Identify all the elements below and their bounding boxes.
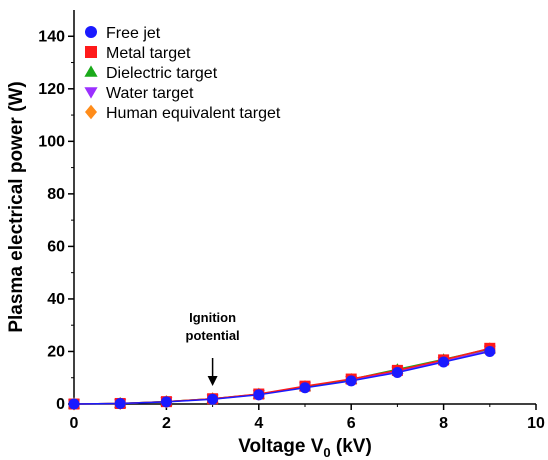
series-line — [73, 350, 490, 405]
data-point — [484, 345, 496, 357]
data-point — [253, 389, 265, 401]
data-point — [391, 366, 403, 378]
legend-label: Metal target — [106, 45, 191, 62]
annotation-label-line-2: potential — [186, 328, 240, 343]
y-tick-label: 120 — [38, 81, 65, 98]
legend-label: Water target — [106, 85, 194, 102]
x-axis-title: Voltage V0 (kV) — [238, 436, 372, 460]
data-point — [207, 393, 219, 405]
series-lines — [73, 347, 490, 405]
y-tick-label: 40 — [47, 291, 65, 308]
y-axis-ticks: 0 20 40 60 80 100 120 140 — [38, 28, 74, 413]
legend: Free jet Metal target Dielectric target Wat… — [84, 25, 281, 122]
legend-marker — [85, 26, 97, 38]
y-tick-label: 0 — [56, 396, 65, 413]
legend-marker — [85, 104, 97, 120]
x-tick-label: 6 — [347, 415, 356, 432]
annotation-label-line-1: Ignition — [189, 310, 236, 325]
x-axis-title-unit: (kV) — [331, 436, 372, 457]
series-line — [73, 348, 490, 405]
x-tick-label: 4 — [254, 415, 263, 432]
annotation-arrow-head — [207, 376, 218, 386]
x-tick-label: 2 — [162, 415, 171, 432]
legend-marker — [85, 46, 97, 58]
legend-marker — [84, 87, 98, 99]
data-point — [68, 398, 80, 410]
series-line — [73, 348, 490, 405]
x-axis-title-subscript: 0 — [323, 445, 330, 460]
legend-label: Dielectric target — [106, 65, 218, 82]
y-tick-label: 100 — [38, 133, 65, 150]
data-point — [114, 397, 126, 409]
y-tick-label: 60 — [47, 238, 65, 255]
series-line — [73, 349, 490, 405]
data-point — [299, 382, 311, 394]
x-axis-title-main: Voltage V — [238, 436, 323, 457]
y-tick-label: 20 — [47, 343, 65, 360]
legend-label: Human equivalent target — [106, 105, 281, 122]
x-tick-label: 10 — [527, 415, 545, 432]
series-line — [73, 347, 490, 405]
y-axis-title: Plasma electrical power (W) — [6, 81, 27, 332]
ignition-annotation: Ignition potential — [186, 310, 240, 386]
data-point — [160, 396, 172, 408]
legend-label: Free jet — [106, 25, 161, 42]
y-tick-label: 140 — [38, 28, 65, 45]
legend-marker — [84, 65, 98, 77]
series-markers — [67, 342, 496, 411]
y-tick-label: 80 — [47, 186, 65, 203]
x-axis-ticks: 0 2 4 6 8 10 — [70, 404, 545, 432]
data-point — [438, 356, 450, 368]
x-tick-label: 0 — [70, 415, 79, 432]
x-tick-label: 8 — [439, 415, 448, 432]
data-point — [345, 375, 357, 387]
